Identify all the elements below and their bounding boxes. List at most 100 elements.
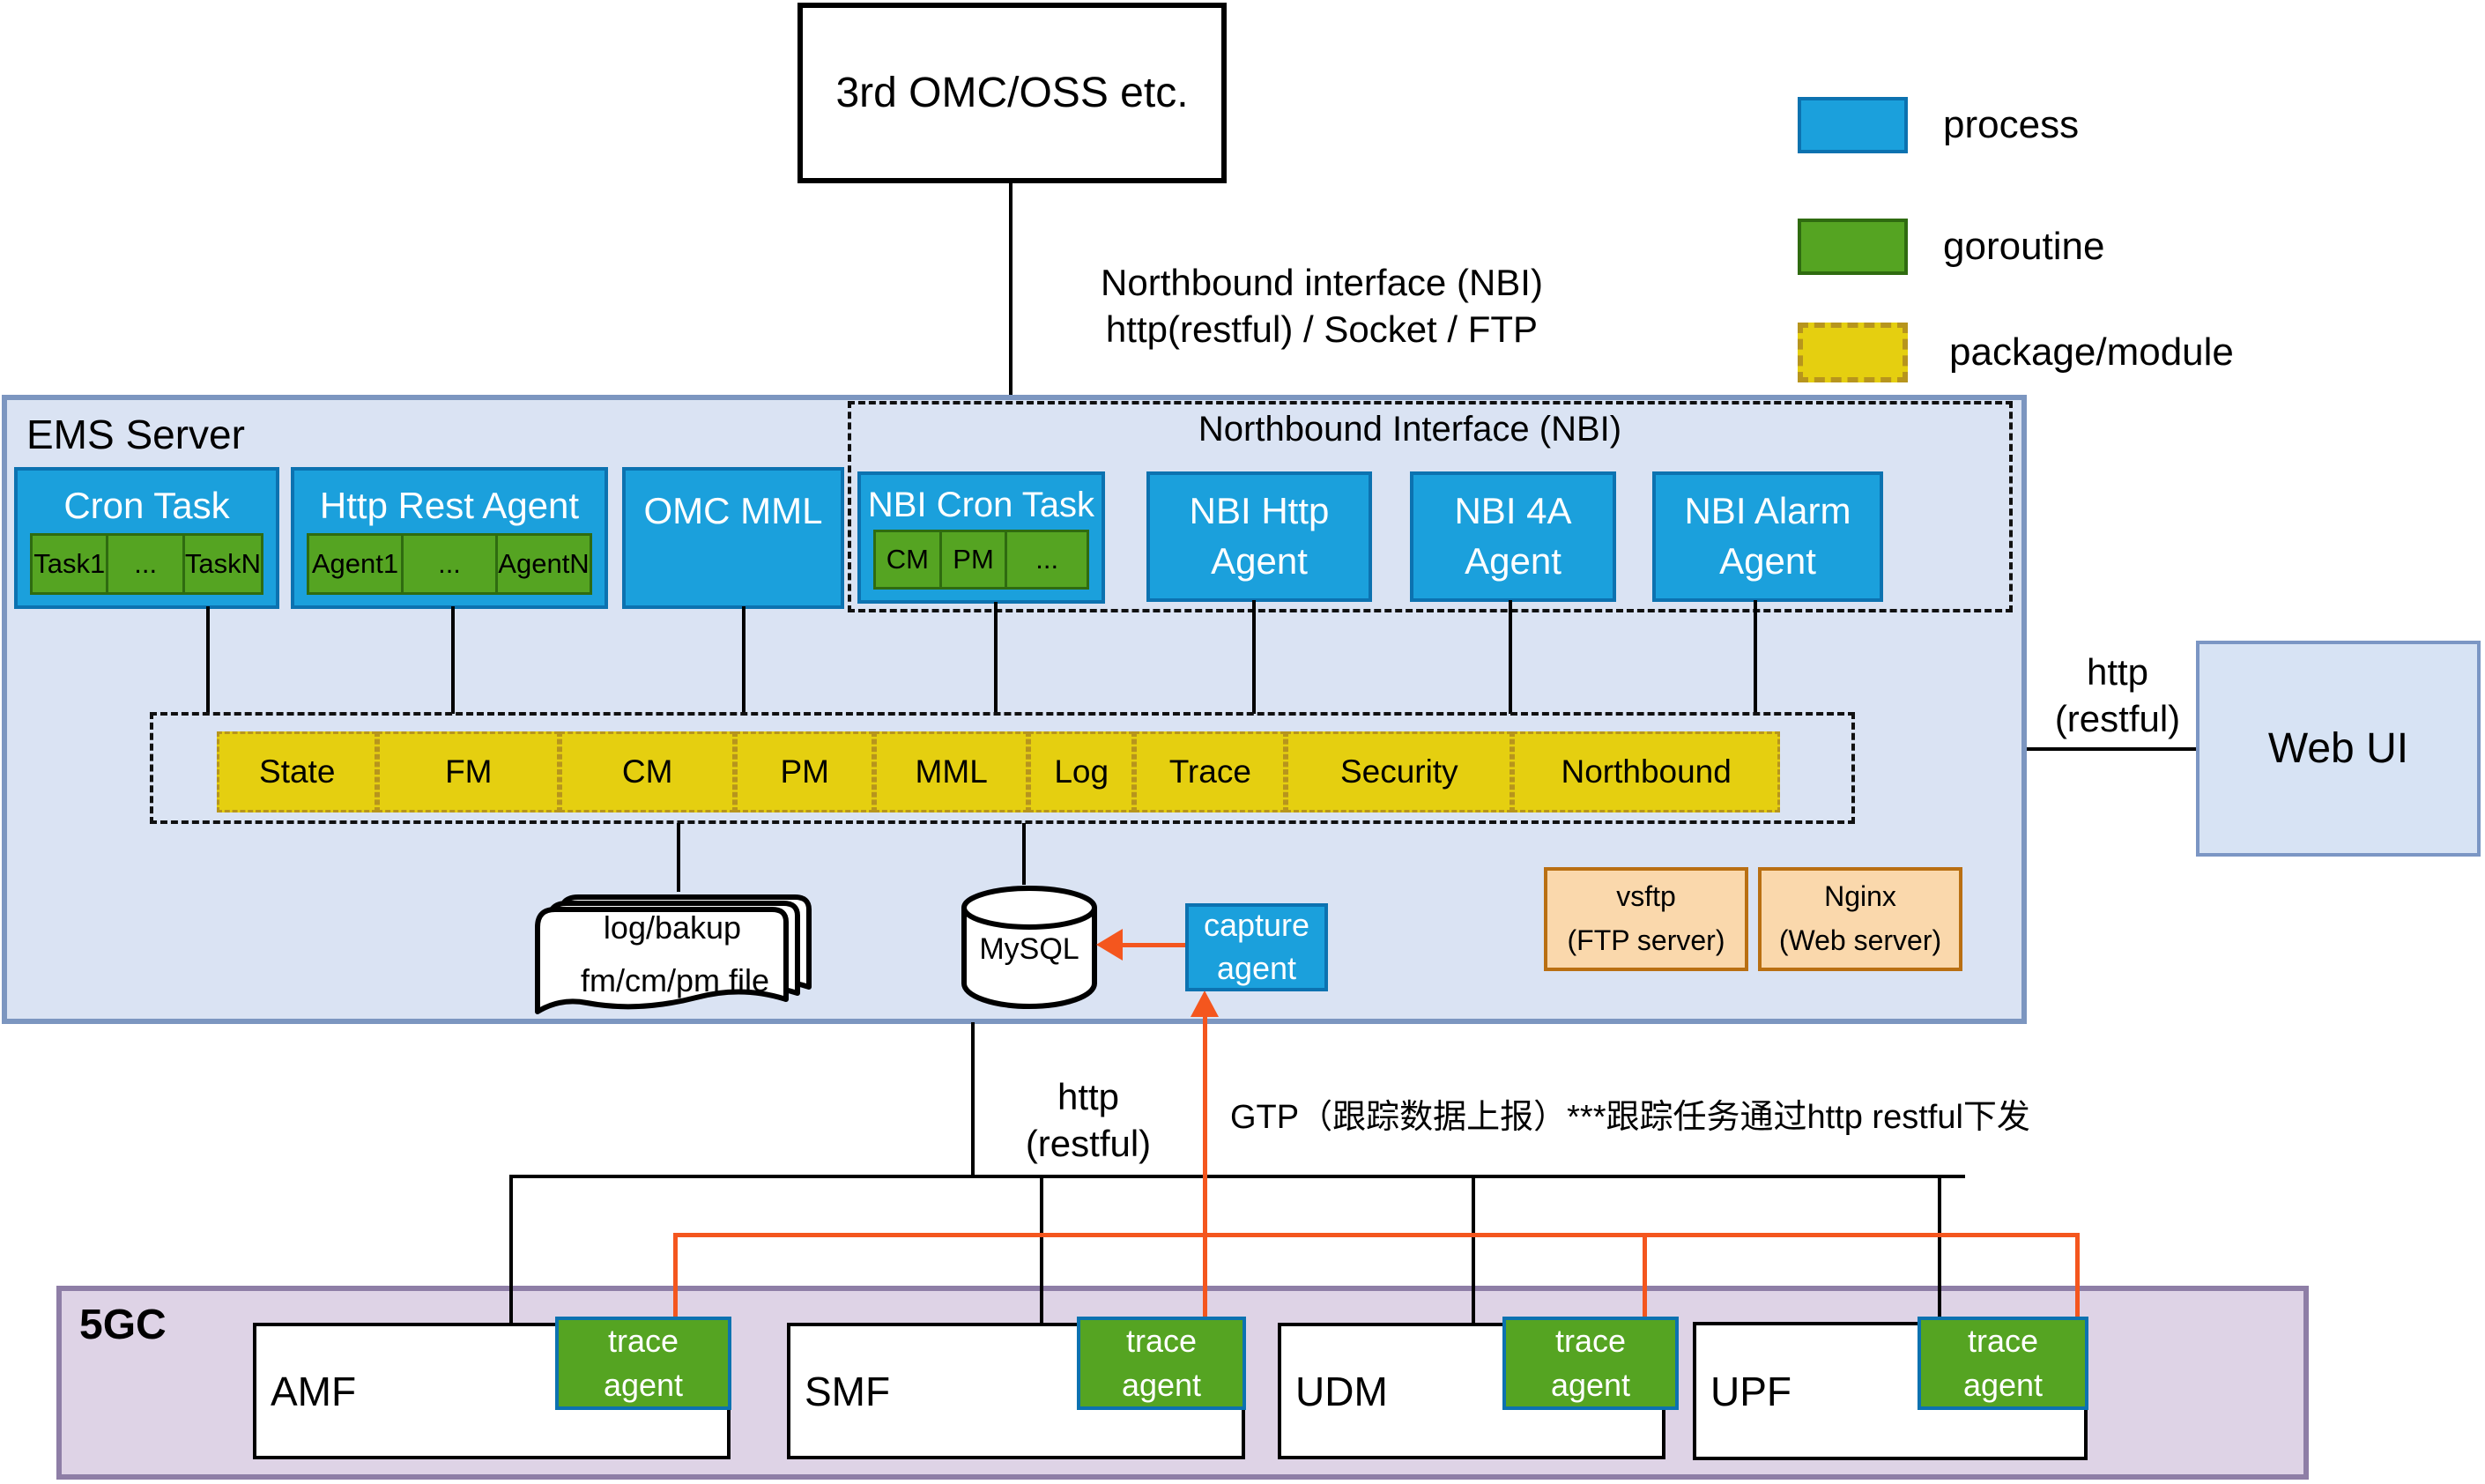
nbi-group-title: Northbound Interface (NBI) [1198, 410, 1622, 449]
legend-label-package-module: package/module [1949, 330, 2234, 374]
http-rest-agent-title: Http Rest Agent [319, 485, 580, 526]
module-trace: Trace [1134, 731, 1287, 812]
mysql-label: MySQL [979, 932, 1079, 966]
module-state: State [217, 731, 378, 812]
trace-agent-smf: trace agent [1077, 1317, 1246, 1410]
http-rest-agent-goroutines: Agent1 ... AgentN [307, 533, 592, 595]
cron-task-title: Cron Task [63, 485, 230, 526]
capture-agent-box: capture agent [1185, 903, 1328, 991]
vsftp-line2: (FTP server) [1567, 924, 1725, 956]
arrow-capture-to-mysql-head [1096, 929, 1123, 961]
task-cell: TaskN [182, 536, 261, 592]
module-fm: FM [377, 731, 560, 812]
module-pm: PM [735, 731, 875, 812]
vsftp-box: vsftp (FTP server) [1544, 867, 1748, 971]
connector-omcmml-to-modules [742, 606, 746, 714]
nbi-link-label: Northbound interface (NBI) http(restful)… [1031, 259, 1613, 352]
connector-bus-to-smf [1040, 1175, 1043, 1324]
webui-box: Web UI [2196, 641, 2481, 857]
nf-name-smf: SMF [805, 1368, 891, 1414]
legend-label-goroutine: goroutine [1943, 225, 2105, 268]
nbi-task-cell: PM [938, 532, 1005, 587]
cron-task-goroutines: Task1 ... TaskN [30, 533, 263, 595]
trace-agent-amf: trace agent [555, 1317, 731, 1410]
nbi-4a-agent-box: NBI 4A Agent [1410, 471, 1616, 602]
nf-name-amf: AMF [271, 1368, 357, 1414]
trace-agent-upf-label: trace agent [1962, 1322, 2044, 1403]
legend-swatch-goroutine [1798, 219, 1908, 275]
task-cell: ... [106, 536, 182, 592]
connector-nbi4a-to-modules [1509, 600, 1512, 714]
webui-link-line2: (restful) [2054, 698, 2181, 739]
connector-ems-to-webui [2027, 747, 2196, 751]
mysql-database-icon [961, 886, 1097, 1009]
third-party-omc-box: 3rd OMC/OSS etc. [797, 3, 1227, 183]
nbi-cron-task-goroutines: CM PM ... [873, 530, 1089, 590]
connector-tracebus-to-upf-trace [2075, 1233, 2080, 1319]
nbi-http-agent-title: NBI Http Agent [1189, 490, 1330, 582]
module-cm: CM [560, 731, 736, 812]
nbi-task-cell: CM [886, 544, 929, 575]
south-http-line1: http [1057, 1076, 1120, 1117]
nbi-cron-task-box: NBI Cron Task CM PM ... [857, 471, 1105, 604]
webui-link-label: http (restful) [2036, 649, 2199, 742]
agent-cell: Agent1 [311, 548, 399, 579]
nbi-group-box [848, 401, 2013, 612]
connector-bus-to-amf [509, 1175, 513, 1324]
nbi-alarm-agent-box: NBI Alarm Agent [1652, 471, 1883, 602]
trace-agent-udm: trace agent [1502, 1317, 1679, 1410]
third-party-omc-label: 3rd OMC/OSS etc. [835, 70, 1189, 116]
nbi-alarm-agent-title: NBI Alarm Agent [1684, 490, 1851, 582]
gtp-note-label: GTP（跟踪数据上报）***跟踪任务通过http restful下发 [1230, 1099, 2030, 1136]
module-mml: MML [874, 731, 1029, 812]
webui-label: Web UI [2267, 725, 2409, 772]
connector-cron-to-modules [206, 606, 210, 714]
connector-tracebus-to-amf-trace [673, 1233, 678, 1319]
nbi-http-agent-box: NBI Http Agent [1146, 471, 1372, 602]
connector-nbicron-to-modules [994, 602, 998, 714]
omc-mml-box: OMC MML [622, 467, 844, 609]
trace-agent-upf: trace agent [1918, 1317, 2088, 1410]
omc-mml-title: OMC MML [643, 490, 823, 531]
connector-modules-to-mysql [1022, 823, 1026, 885]
trace-agent-smf-label: trace agent [1121, 1322, 1202, 1403]
nginx-box: Nginx (Web server) [1758, 867, 1962, 971]
nginx-line2: (Web server) [1778, 924, 1942, 956]
file-stack-line1: log/bakup [603, 909, 742, 946]
agent-cell: AgentN [495, 536, 590, 592]
module-log: Log [1028, 731, 1135, 812]
module-bar: State FM CM PM MML Log Trace Security No… [217, 731, 1780, 812]
nbi-task-cell: ... [1005, 532, 1087, 587]
connector-south-bus [509, 1175, 1965, 1178]
legend-swatch-package-module [1798, 323, 1908, 382]
south-http-label: http (restful) [996, 1073, 1181, 1167]
cron-task-box: Cron Task Task1 ... TaskN [14, 467, 279, 609]
nbi-cron-task-title: NBI Cron Task [867, 486, 1095, 524]
file-stack-line2: fm/cm/pm file [580, 962, 769, 998]
http-rest-agent-box: Http Rest Agent Agent1 ... AgentN [291, 467, 608, 609]
module-layer-box [150, 712, 1855, 824]
vsftp-line1: vsftp [1616, 880, 1676, 913]
capture-agent-label: capture agent [1203, 907, 1310, 986]
connector-bus-to-upf [1938, 1175, 1941, 1324]
nf-name-upf: UPF [1710, 1368, 1791, 1414]
nf-name-udm: UDM [1295, 1368, 1388, 1414]
agent-cell: ... [401, 536, 495, 592]
task-cell: Task1 [33, 548, 106, 579]
nginx-line1: Nginx [1824, 880, 1896, 913]
connector-ems-south [971, 1022, 975, 1178]
fivegc-title: 5GC [79, 1302, 167, 1348]
connector-modules-to-files [677, 823, 680, 892]
connector-omc-to-ems [1009, 183, 1013, 395]
connector-tracebus-to-udm-trace [1643, 1233, 1647, 1319]
legend-label-process: process [1943, 103, 2080, 146]
connector-nbihttp-to-modules [1252, 600, 1256, 714]
webui-link-line1: http [2086, 651, 2149, 693]
connector-gtp-main [1203, 1013, 1207, 1319]
connector-bus-to-udm [1472, 1175, 1475, 1324]
module-security: Security [1286, 731, 1513, 812]
arrow-gtp-to-capture-head [1191, 991, 1219, 1017]
trace-agent-amf-label: trace agent [603, 1322, 684, 1403]
nbi-4a-agent-title: NBI 4A Agent [1454, 490, 1572, 582]
